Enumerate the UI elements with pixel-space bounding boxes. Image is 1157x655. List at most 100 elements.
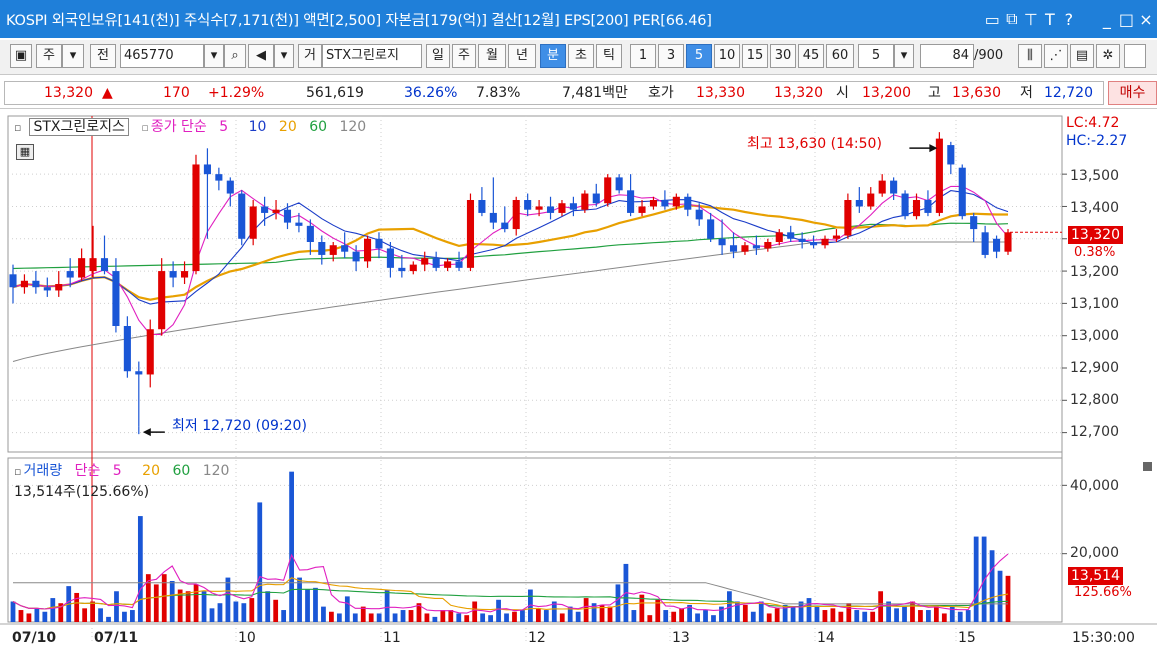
font-icon[interactable]: T [1044, 9, 1055, 29]
candle [89, 258, 97, 272]
ask-price: 13,330 [696, 85, 745, 101]
price-change: 170 [163, 85, 190, 101]
candle [192, 164, 200, 272]
volume-ma120: 120 [202, 463, 230, 479]
volume-bar [201, 591, 207, 622]
mode-select[interactable]: 주 [36, 44, 62, 68]
volume-bar [631, 610, 637, 622]
x-axis-label: 07/11 [94, 630, 139, 646]
volume-bar [512, 611, 517, 622]
volume-bar [209, 608, 215, 622]
interval-button-30[interactable]: 30 [770, 44, 796, 68]
candle [158, 271, 166, 330]
candle [203, 164, 211, 175]
stock-name-field[interactable]: STX그린로지 [322, 44, 422, 68]
chart-canvas[interactable] [0, 112, 1157, 655]
maximize-button[interactable]: □ [1118, 9, 1134, 29]
stock-code-input[interactable]: 465770 [120, 44, 204, 68]
volume-bar [989, 550, 995, 622]
buy-button[interactable]: 매수 [1108, 81, 1157, 105]
volume-bar [10, 601, 16, 622]
interval-button-10[interactable]: 10 [714, 44, 740, 68]
candle [478, 200, 486, 213]
window-icon[interactable]: ▭ [984, 9, 1000, 29]
chevron-down-icon[interactable]: ▾ [62, 44, 84, 68]
volume-bar [217, 603, 223, 622]
candle [935, 138, 943, 213]
candle [20, 280, 28, 288]
data-table-icon[interactable]: ▦ [16, 144, 34, 160]
volume-bar [90, 601, 95, 622]
period-button-week[interactable]: 주 [452, 44, 476, 68]
up-arrow-icon: ▲ [102, 85, 113, 101]
interval-button-3[interactable]: 3 [658, 44, 684, 68]
checkbox[interactable] [1124, 44, 1146, 68]
interval-button-60[interactable]: 60 [826, 44, 854, 68]
volume-bar [504, 613, 509, 622]
period-button-minute[interactable]: 분 [540, 44, 566, 68]
indicator-icon[interactable]: ⋰ [1044, 44, 1068, 68]
candle [912, 200, 921, 217]
volume-bar [663, 610, 669, 622]
x-axis-label: 14 [817, 630, 835, 646]
period-button-month[interactable]: 월 [478, 44, 506, 68]
restore-icon[interactable]: ⧉ [1006, 9, 1018, 28]
current-volume-pct: 125.66% [1074, 585, 1132, 600]
stock-name-label[interactable]: STX그린로지스 [29, 118, 129, 136]
volume-bar [130, 610, 135, 622]
minimize-button[interactable]: _ [1102, 9, 1111, 29]
candle [535, 206, 543, 210]
speaker-icon[interactable]: ◀ [248, 44, 274, 68]
candle [592, 193, 600, 204]
volume-bar [18, 610, 24, 622]
chart-toolbar: ▣ 주 ▾ 전 465770 ▾ ⌕ ◀ ▾ 거 STX그린로지 일 주 월 년… [0, 40, 1157, 75]
volume-bar [336, 613, 342, 622]
legend-ma20: 20 [278, 119, 297, 135]
legend-toggle-icon[interactable]: ▫ [14, 121, 22, 134]
pin-icon[interactable]: ⊤ [1023, 9, 1038, 29]
period-button-tick[interactable]: 틱 [596, 44, 622, 68]
chevron-down-icon[interactable]: ▾ [274, 44, 294, 68]
interval-button-15[interactable]: 15 [742, 44, 768, 68]
volume-bar [26, 613, 32, 622]
help-icon[interactable]: ? [1064, 9, 1074, 29]
interval-select[interactable]: 5 [858, 44, 894, 68]
interval-button-45[interactable]: 45 [798, 44, 824, 68]
price-axis-label: 12,800 [1070, 392, 1119, 408]
volume-bar [941, 613, 947, 622]
interval-button-1[interactable]: 1 [630, 44, 656, 68]
volume-bar [400, 610, 406, 622]
previous-button[interactable]: 전 [90, 44, 116, 68]
legend-toggle-icon[interactable]: ▫ [14, 465, 22, 478]
candle [947, 145, 955, 165]
candle [993, 238, 1001, 252]
period-button-day[interactable]: 일 [426, 44, 450, 68]
chevron-down-icon[interactable]: ▾ [894, 44, 914, 68]
save-icon[interactable]: ▤ [1070, 44, 1094, 68]
volume-bar [360, 606, 366, 622]
search-icon[interactable]: ⌕ [224, 44, 246, 68]
hc-value: HC:-2.27 [1066, 133, 1128, 149]
stock-info-title: KOSPI 외국인보유[141(천)] 주식수[7,171(천)] 액면[2,5… [6, 12, 712, 29]
candle [78, 258, 86, 278]
volume-bar [679, 608, 685, 622]
volume-ma60: 60 [172, 463, 191, 479]
period-button-year[interactable]: 년 [508, 44, 536, 68]
chart-settings-icon[interactable]: ▣ [10, 44, 32, 68]
interval-button-5[interactable]: 5 [686, 44, 712, 68]
bar-count-input[interactable]: 84 [920, 44, 974, 68]
volume-bar [98, 608, 103, 622]
volume-ma20: 20 [142, 463, 160, 479]
candle [661, 200, 669, 207]
period-button-second[interactable]: 초 [568, 44, 594, 68]
gear-icon[interactable]: ✲ [1096, 44, 1120, 68]
legend-ma60: 60 [309, 119, 328, 135]
volume-bar [973, 536, 979, 622]
candle-type-icon[interactable]: ⫼ [1018, 44, 1042, 68]
close-button[interactable]: × [1139, 9, 1153, 29]
chevron-down-icon[interactable]: ▾ [204, 44, 224, 68]
candle [821, 238, 829, 246]
title-bar: KOSPI 외국인보유[141(천)] 주식수[7,171(천)] 액면[2,5… [0, 0, 1157, 38]
volume-legend: ▫ 거래량 단순 5 20 60 120 [14, 460, 237, 480]
candle [707, 219, 715, 239]
